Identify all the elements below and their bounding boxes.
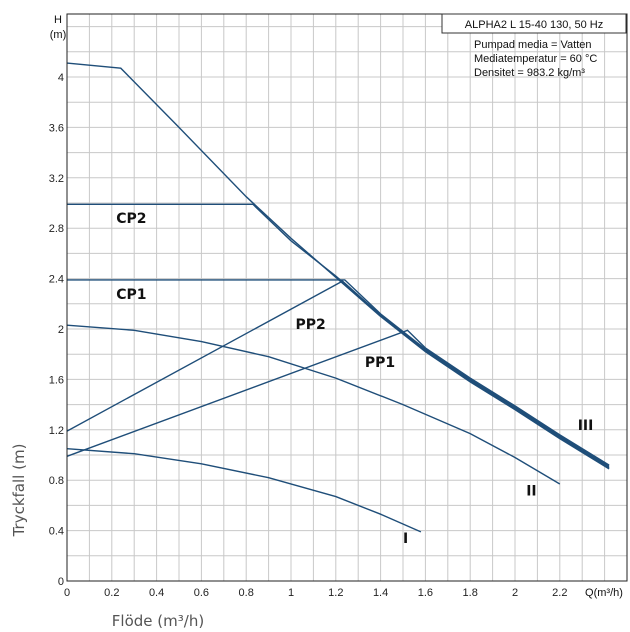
info-line-3: Densitet = 983.2 kg/m³ <box>474 67 585 79</box>
info-line-1: Pumpad media = Vatten <box>474 39 592 51</box>
y-tick-label: 4 <box>58 72 64 84</box>
curve-iii <box>66 62 610 470</box>
curve-label-ii: II <box>526 483 536 499</box>
y-tick-label: 2 <box>58 324 64 336</box>
x-tick-label: 0.4 <box>149 587 164 599</box>
info-line-2: Mediatemperatur = 60 °C <box>474 53 597 65</box>
curve-label-pp2: PP2 <box>295 317 325 333</box>
x-tick-label: 2 <box>512 587 518 599</box>
y-tick-label: 2.4 <box>49 274 64 286</box>
y-tick-label: 0.4 <box>49 526 64 538</box>
y-tick-label: 1.2 <box>49 425 64 437</box>
x-axis-title: Flöde (m³/h) <box>112 612 204 630</box>
x-tick-label: 1 <box>288 587 294 599</box>
y-tick-label: 0 <box>58 576 64 588</box>
y-axis-title: Tryckfall (m) <box>10 444 28 538</box>
y-tick-label: 1.6 <box>49 374 64 386</box>
curve-cp1 <box>67 279 610 467</box>
curves <box>66 62 610 533</box>
y-unit-bottom: (m) <box>50 29 67 41</box>
curve-label-cp1: CP1 <box>116 287 146 303</box>
x-tick-label: 1.8 <box>463 587 478 599</box>
grid <box>66 14 628 582</box>
curve-pp1 <box>66 329 610 466</box>
curve-pp2 <box>66 280 610 469</box>
axes: 0 0.2 0.4 0.6 0.8 1 1.2 1.4 1.6 1.8 2 2.2 0 0.4 0.8 1.2… <box>49 13 628 599</box>
info-box: ALPHA2 L 15-40 130, 50 Hz Pumpad media =… <box>441 13 627 79</box>
x-tick-label: 0 <box>64 587 70 599</box>
info-box-frame <box>441 13 627 34</box>
x-unit: Q(m³/h) <box>585 587 623 599</box>
chart-title: ALPHA2 L 15-40 130, 50 Hz <box>465 19 603 31</box>
curve-cp2 <box>67 203 610 469</box>
y-tick-label: 2.8 <box>49 223 64 235</box>
curve-label-iii: III <box>578 418 594 434</box>
curve-label-cp2: CP2 <box>116 211 146 227</box>
y-tick-label: 3.6 <box>49 122 64 134</box>
y-tick-label: 3.2 <box>49 173 64 185</box>
y-tick-label: 0.8 <box>49 475 64 487</box>
x-tick-label: 1.6 <box>418 587 433 599</box>
plot-frame <box>66 13 628 582</box>
curve-label-pp1: PP1 <box>365 355 395 371</box>
x-tick-label: 2.2 <box>552 587 567 599</box>
curve-i <box>66 448 422 533</box>
curve-label-i: I <box>403 531 408 547</box>
x-tick-label: 1.4 <box>373 587 388 599</box>
curve-ii <box>66 324 561 485</box>
x-tick-label: 0.8 <box>239 587 254 599</box>
y-unit-top: H <box>54 14 62 26</box>
x-tick-label: 0.6 <box>194 587 209 599</box>
x-tick-label: 0.2 <box>104 587 119 599</box>
x-tick-label: 1.2 <box>328 587 343 599</box>
